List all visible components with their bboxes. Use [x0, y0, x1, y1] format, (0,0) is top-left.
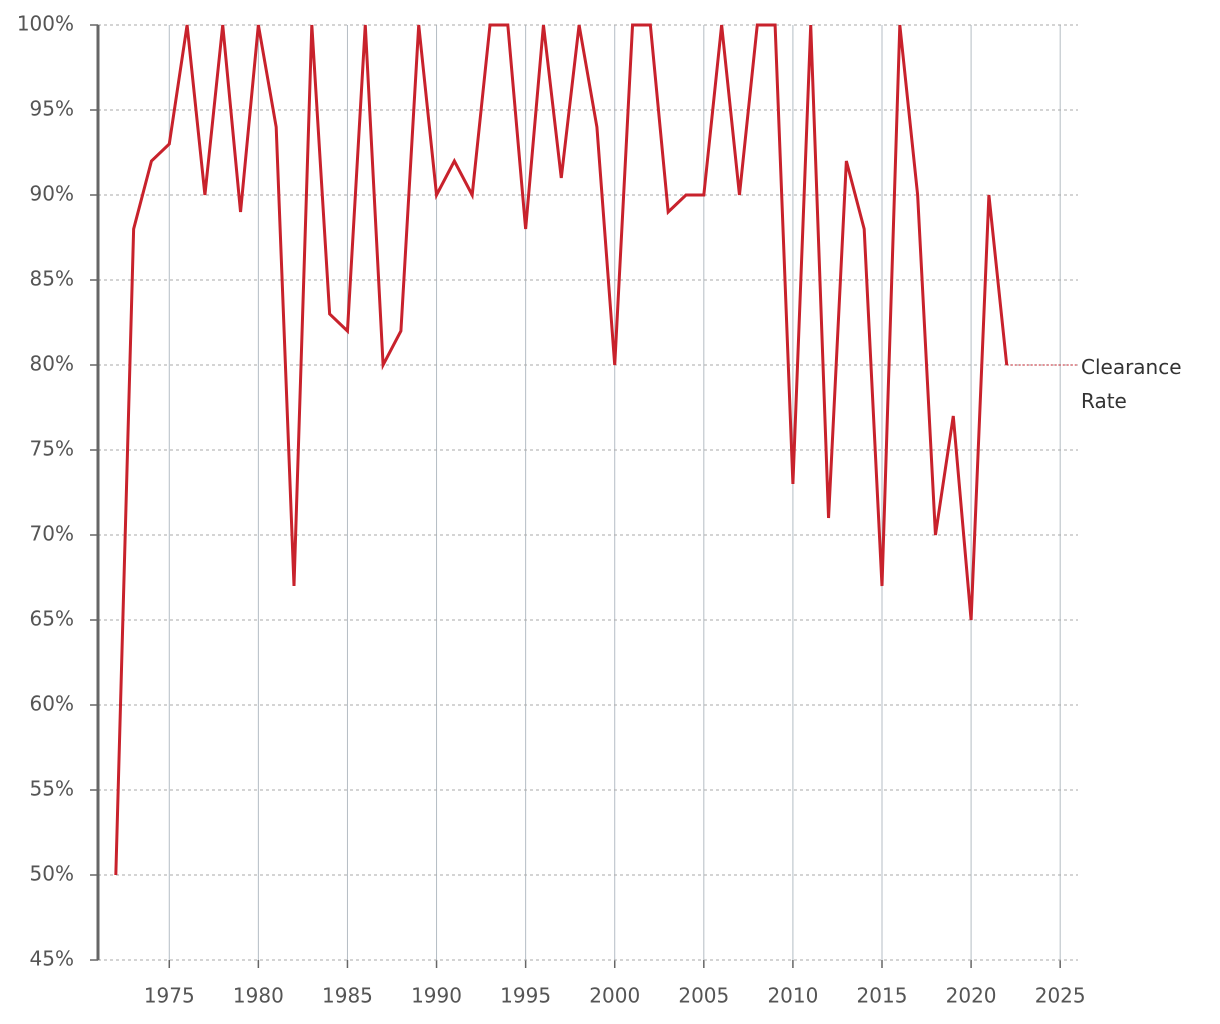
x-tick-label: 1985 — [322, 984, 373, 1008]
y-tick-label: 45% — [30, 947, 74, 971]
x-tick-label: 2020 — [946, 984, 997, 1008]
y-tick-label: 75% — [30, 437, 74, 461]
x-tick-label: 2015 — [857, 984, 908, 1008]
x-tick-label: 1995 — [500, 984, 551, 1008]
x-tick-label: 1980 — [233, 984, 284, 1008]
x-tick-label: 2005 — [678, 984, 729, 1008]
y-tick-label: 55% — [30, 777, 74, 801]
x-tick-label: 2000 — [589, 984, 640, 1008]
series-label: Clearance Rate — [1081, 355, 1182, 413]
y-tick-label: 100% — [17, 12, 74, 36]
y-tick-label: 80% — [30, 352, 74, 376]
y-tick-label: 95% — [30, 97, 74, 121]
y-tick-label: 70% — [30, 522, 74, 546]
y-tick-label: 60% — [30, 692, 74, 716]
x-tick-label: 2025 — [1035, 984, 1086, 1008]
line — [114, 23, 1009, 876]
y-tick-label: 50% — [30, 862, 74, 886]
y-tick-label: 90% — [30, 182, 74, 206]
x-tick-label: 2010 — [767, 984, 818, 1008]
x-tick-label: 1975 — [144, 984, 195, 1008]
x-tick-label: 1990 — [411, 984, 462, 1008]
y-tick-label: 85% — [30, 267, 74, 291]
y-tick-label: 65% — [30, 607, 74, 631]
